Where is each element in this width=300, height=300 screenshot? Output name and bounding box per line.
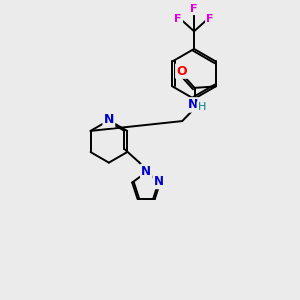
Text: F: F [206,14,214,24]
Text: H: H [198,102,206,112]
Text: N: N [188,98,198,111]
Text: F: F [175,14,182,24]
Text: F: F [190,4,198,14]
Text: N: N [154,175,164,188]
Text: N: N [141,165,151,178]
Text: O: O [176,64,187,78]
Text: N: N [104,113,114,126]
